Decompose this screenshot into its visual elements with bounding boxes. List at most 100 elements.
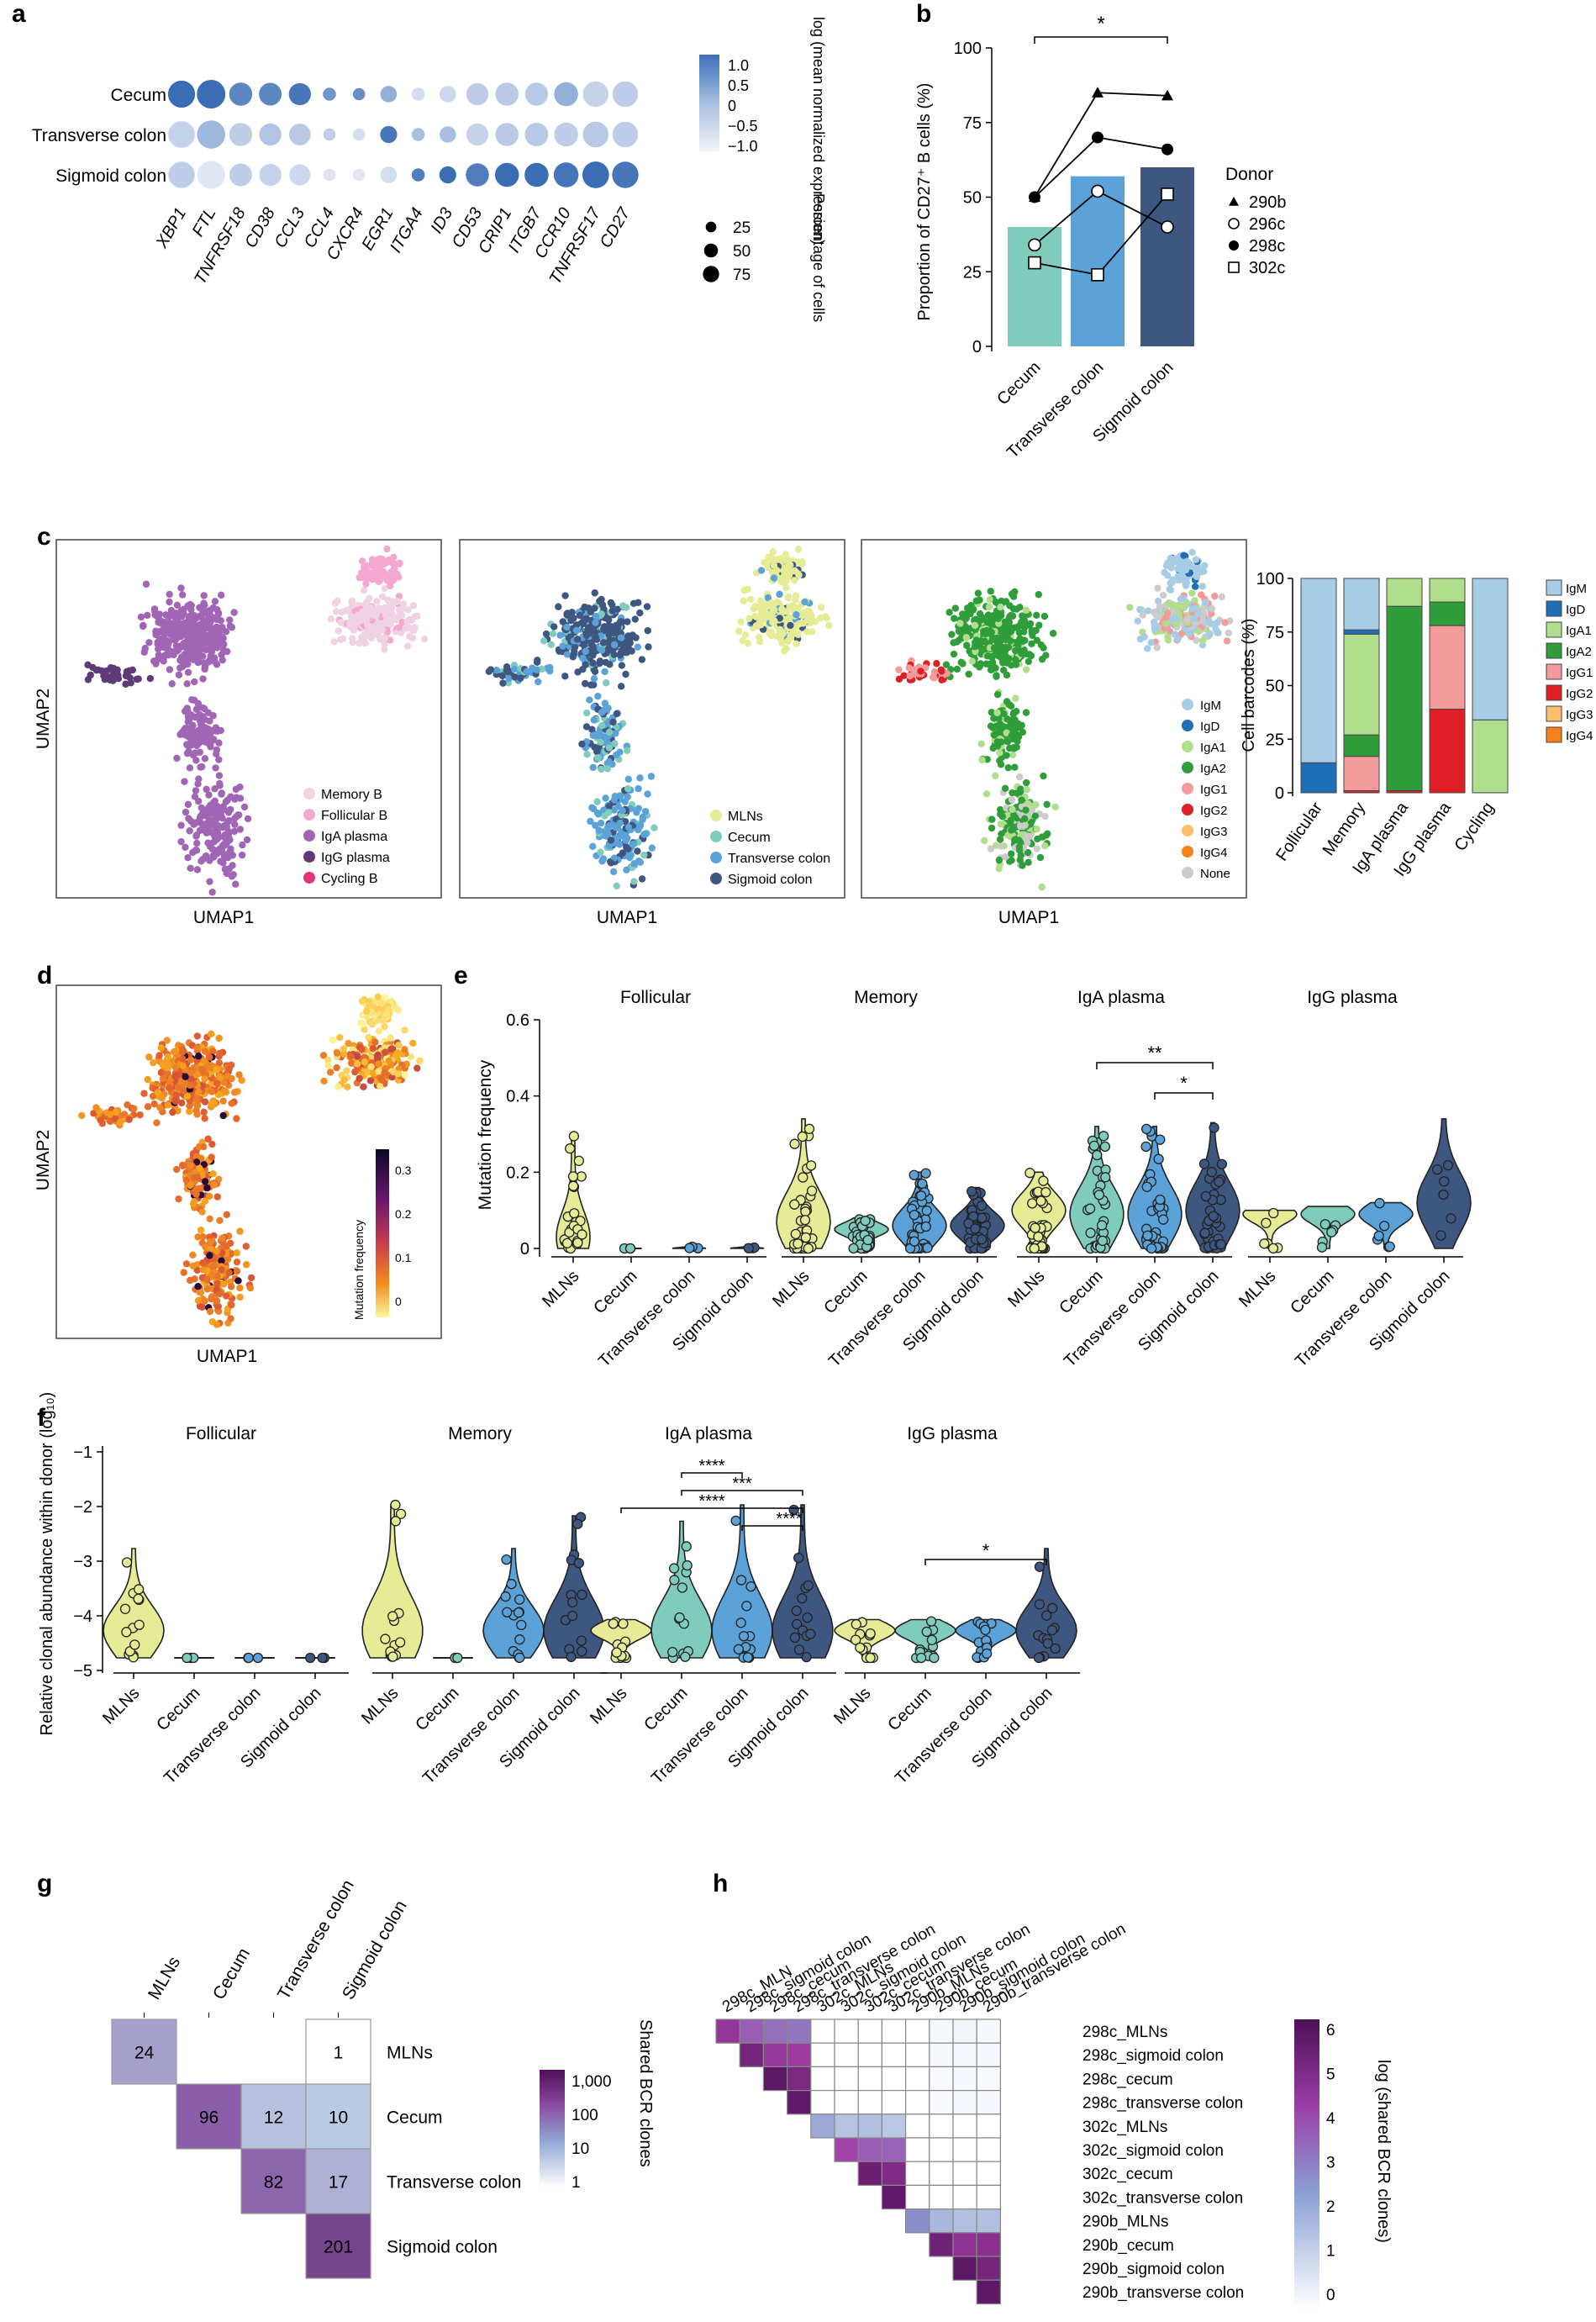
umap3-point [1029,631,1036,640]
umap1-point [212,764,219,772]
umapd-point [158,1094,166,1102]
colorbar-d-tick: 0.2 [395,1207,412,1221]
dot-Transverse colon-ITGB7 [524,123,549,146]
size-legend-dot-75 [703,266,719,282]
umap1-point [398,611,406,619]
umap2-point [533,666,540,673]
facet-title-e: Memory [854,988,918,1007]
umapd-point [144,1075,151,1084]
point-e [920,1168,931,1179]
umap2-point [782,583,790,592]
umap3-point [981,637,988,645]
umap3-point [1164,633,1172,641]
umap2-point [753,622,761,631]
y-tick-label-b: 100 [954,40,982,58]
point-f [1050,1643,1061,1654]
umapd-point [124,1101,131,1109]
umap1-point [339,635,347,643]
legend-c3-dot [1182,741,1193,752]
umap1-point [225,816,233,825]
umap1-point [114,671,122,679]
dot-Transverse colon-CD53 [466,123,489,146]
point-e [1200,1190,1212,1202]
umap3-point [1006,637,1014,645]
legend-c1-label: Cycling B [321,872,378,886]
umap2-point [757,567,766,574]
umapd-point [319,1052,328,1059]
umap2-point [771,617,778,625]
point-f [133,1593,144,1604]
umap3-point [1049,630,1057,637]
umap1-point [219,635,227,642]
violin-f-IgA plasma-Sigmoid colon [772,1504,834,1659]
cell-h-6-7 [881,2161,907,2186]
umap1-point [211,797,219,805]
umap3-point [999,667,1008,674]
colorbar-g [540,2070,565,2187]
cell-h-3-9 [929,2090,954,2115]
umap2-point [576,611,584,620]
cell-h-9-9 [929,2232,954,2257]
cell-h-9-10 [952,2232,977,2257]
point-e [1268,1207,1279,1219]
umap2-point [629,841,636,848]
sig-label-e2: * [1180,1073,1188,1094]
point-f [608,1618,619,1629]
umapd-point [358,997,366,1005]
dot-Cecum-FTL [197,80,226,108]
point-e [909,1169,919,1180]
umapd-point [206,1252,213,1259]
point-f [793,1552,804,1564]
umap2-point [605,616,613,624]
umapd-point [194,1296,203,1305]
point-f [1046,1624,1058,1636]
umap2-point [613,751,620,759]
umap3-point [929,673,937,681]
umap2-point [601,624,608,632]
umap1-point [177,837,185,846]
umapd-point [116,1118,124,1127]
umap3-point [905,664,913,672]
sig-bracket-f0 [681,1472,743,1478]
point-e [806,1185,818,1196]
point-f [921,1626,932,1638]
sig-label-e1: ** [1147,1042,1162,1063]
umapd-point [213,1321,221,1328]
umapd-point [223,1211,231,1219]
umap-x-label-d: UMAP1 [197,1347,257,1366]
cell-h-3-10 [952,2090,977,2115]
umap2-point [761,604,769,612]
umapd-point [401,1071,408,1079]
row-label-h: 290b_sigmoid colon [1082,2261,1225,2278]
point-f [681,1541,692,1552]
gene-label-CD27: CD27 [597,204,635,251]
umap3-point [1164,572,1172,579]
umap1-point [189,620,198,628]
violin-f-Memory-Transverse colon [482,1548,545,1659]
umap1-point [87,671,94,679]
umapd-point [233,1249,241,1257]
dot-Sigmoid colon-ITGA4 [411,168,425,182]
umap3-point [951,615,958,622]
dot-Cecum-CD27 [612,81,639,108]
point-e [800,1206,811,1217]
umapd-point [381,994,389,1001]
umap3-point [953,665,961,673]
umap2-point [622,670,629,678]
sig-bracket-f3 [741,1525,803,1531]
umap3-point [1022,709,1030,716]
umap2-point [638,875,646,883]
dot-Cecum-TNFRSF18 [229,82,253,106]
umap2-point [794,631,802,639]
umap2-point [636,774,644,782]
umap2-point [598,765,605,773]
umapd-point [194,1283,202,1290]
legend-c4-label: IgA1 [1566,624,1592,638]
colorbar-h-title: log (shared BCR clones) [1374,2060,1393,2243]
cell-g-value: 12 [264,2108,283,2128]
umap3-point [1017,785,1024,793]
umap3-point [1033,845,1041,852]
umap1-point [192,757,200,764]
umap3-point [996,836,1004,843]
